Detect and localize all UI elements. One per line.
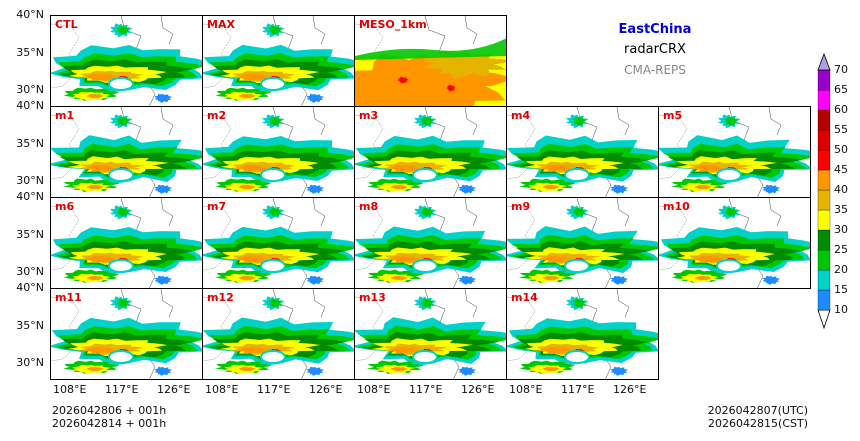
panel-m5: m5 xyxy=(658,106,811,198)
panel-m11: m11 xyxy=(50,288,203,380)
colorbar xyxy=(817,52,831,330)
colorbar-extend-high xyxy=(817,52,831,71)
panel-meso_1km: MESO_1km xyxy=(354,15,507,107)
colorbar-segment-50 xyxy=(817,129,831,151)
colorbar-segment-55 xyxy=(817,109,831,131)
lat-label: 40°N xyxy=(16,99,44,112)
colorbar-tick-label: 45 xyxy=(834,163,848,176)
colorbar-tick-label: 60 xyxy=(834,103,848,116)
lon-label: 126°E xyxy=(613,383,647,396)
lon-label: 117°E xyxy=(257,383,291,396)
init-line-2: 2026042814 + 001h xyxy=(52,417,167,430)
panel-ctl: CTL xyxy=(50,15,203,107)
lon-label: 108°E xyxy=(509,383,543,396)
system-label: CMA-REPS xyxy=(624,63,686,77)
lat-label: 35°N xyxy=(16,137,44,150)
valid-utc: 2026042807(UTC) xyxy=(707,404,808,417)
lon-label: 126°E xyxy=(309,383,343,396)
panel-m12: m12 xyxy=(202,288,355,380)
lat-label: 35°N xyxy=(16,319,44,332)
panel-m3: m3 xyxy=(354,106,507,198)
panel-m7: m7 xyxy=(202,197,355,289)
panel-title: MESO_1km xyxy=(359,18,427,31)
lat-label: 35°N xyxy=(16,46,44,59)
panel-title: m5 xyxy=(663,109,683,122)
colorbar-tick-label: 25 xyxy=(834,243,848,256)
colorbar-extend-low xyxy=(817,309,831,330)
region-label: EastChina xyxy=(618,22,692,37)
lon-label: 108°E xyxy=(53,383,87,396)
colorbar-tick-label: 35 xyxy=(834,203,848,216)
lon-label: 108°E xyxy=(205,383,239,396)
panel-m1: m1 xyxy=(50,106,203,198)
lon-label: 126°E xyxy=(461,383,495,396)
colorbar-tick-label: 30 xyxy=(834,223,848,236)
colorbar-segment-20 xyxy=(817,249,831,271)
lon-label: 117°E xyxy=(561,383,595,396)
panel-m10: m10 xyxy=(658,197,811,289)
colorbar-segment-15 xyxy=(817,269,831,291)
lat-label: 30°N xyxy=(16,265,44,278)
panel-title: m7 xyxy=(207,200,227,213)
panel-title: m3 xyxy=(359,109,379,122)
colorbar-segment-35 xyxy=(817,189,831,211)
panel-m14: m14 xyxy=(506,288,659,380)
panel-m4: m4 xyxy=(506,106,659,198)
colorbar-tick-label: 55 xyxy=(834,123,848,136)
lat-label: 30°N xyxy=(16,174,44,187)
lat-label: 40°N xyxy=(16,190,44,203)
colorbar-segment-45 xyxy=(817,149,831,171)
panel-m9: m9 xyxy=(506,197,659,289)
lon-label: 117°E xyxy=(105,383,139,396)
colorbar-tick-label: 15 xyxy=(834,283,848,296)
valid-time-block: 2026042807(UTC) 2026042815(CST) xyxy=(694,404,808,430)
lon-label: 108°E xyxy=(357,383,391,396)
colorbar-segment-40 xyxy=(817,169,831,191)
panel-title: m1 xyxy=(55,109,75,122)
colorbar-segment-25 xyxy=(817,229,831,251)
colorbar-tick-label: 20 xyxy=(834,263,848,276)
lat-label: 30°N xyxy=(16,356,44,369)
lat-label: 30°N xyxy=(16,83,44,96)
panel-title: m10 xyxy=(663,200,690,213)
panel-title: m6 xyxy=(55,200,75,213)
panel-title: CTL xyxy=(55,18,78,31)
panel-m13: m13 xyxy=(354,288,507,380)
panel-title: m13 xyxy=(359,291,386,304)
lon-label: 117°E xyxy=(409,383,443,396)
panel-m6: m6 xyxy=(50,197,203,289)
lat-label: 35°N xyxy=(16,228,44,241)
panel-title: m12 xyxy=(207,291,234,304)
panel-title: m9 xyxy=(511,200,531,213)
colorbar-tick-label: 10 xyxy=(834,303,848,316)
panel-m2: m2 xyxy=(202,106,355,198)
lat-label: 40°N xyxy=(16,8,44,21)
colorbar-segment-65 xyxy=(817,69,831,91)
panel-title: m4 xyxy=(511,109,531,122)
panel-title: MAX xyxy=(207,18,235,31)
init-line-1: 2026042806 + 001h xyxy=(52,404,167,417)
init-time-block: 2026042806 + 001h 2026042814 + 001h xyxy=(52,404,166,430)
lon-label: 126°E xyxy=(157,383,191,396)
panel-m8: m8 xyxy=(354,197,507,289)
panel-title: m2 xyxy=(207,109,227,122)
panel-max: MAX xyxy=(202,15,355,107)
valid-cst: 2026042815(CST) xyxy=(708,417,808,430)
colorbar-segment-10 xyxy=(817,289,831,311)
colorbar-tick-label: 70 xyxy=(834,63,848,76)
colorbar-tick-label: 65 xyxy=(834,83,848,96)
lat-label: 40°N xyxy=(16,281,44,294)
colorbar-segment-60 xyxy=(817,89,831,111)
product-label: radarCRX xyxy=(624,42,686,57)
colorbar-segment-30 xyxy=(817,209,831,231)
panel-title: m11 xyxy=(55,291,82,304)
colorbar-tick-label: 40 xyxy=(834,183,848,196)
colorbar-tick-label: 50 xyxy=(834,143,848,156)
panel-title: m8 xyxy=(359,200,379,213)
panel-title: m14 xyxy=(511,291,538,304)
